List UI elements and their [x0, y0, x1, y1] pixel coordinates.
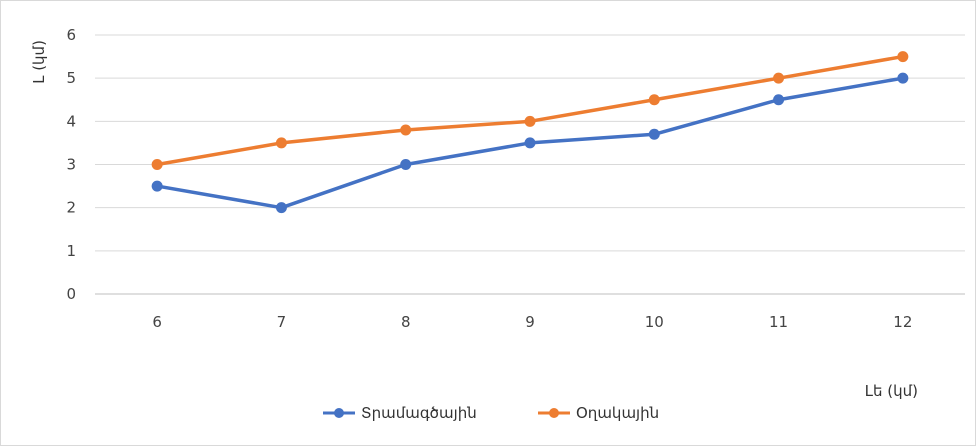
- data-point: [648, 94, 660, 106]
- data-point: [773, 72, 785, 84]
- data-point: [897, 51, 909, 63]
- x-tick-label: 6: [152, 313, 162, 331]
- y-tick-label: 0: [66, 285, 76, 303]
- x-tick-label: 9: [525, 313, 535, 331]
- legend-item-series-1: Տրամագծային: [323, 404, 477, 422]
- legend-swatch-marker-1: [334, 408, 344, 418]
- x-tick-label: 8: [401, 313, 411, 331]
- y-tick-label: 1: [66, 242, 76, 260]
- legend-swatch-marker-2: [549, 408, 559, 418]
- data-point: [773, 94, 785, 106]
- data-point: [897, 72, 909, 84]
- legend-label-series-1: Տրամագծային: [361, 404, 477, 422]
- data-point: [524, 137, 536, 149]
- data-point: [275, 137, 287, 149]
- y-tick-labels: 0 1 2 3 4 5 6: [66, 26, 76, 303]
- legend: Տրամագծային Օղակային: [323, 404, 659, 422]
- data-point: [400, 159, 412, 170]
- x-tick-label: 10: [645, 313, 664, 331]
- series-lines: [151, 51, 909, 214]
- y-tick-label: 4: [66, 112, 76, 130]
- y-tick-label: 6: [66, 26, 76, 44]
- data-point: [151, 180, 163, 192]
- data-point: [151, 159, 163, 170]
- data-point: [648, 128, 660, 140]
- y-tick-label: 3: [66, 156, 76, 174]
- data-point: [275, 202, 287, 214]
- legend-label-series-2: Օղակային: [576, 404, 659, 422]
- x-tick-label: 7: [277, 313, 287, 331]
- x-tick-label: 11: [769, 313, 788, 331]
- x-tick-labels: 6 7 8 9 10 11 12: [152, 313, 912, 331]
- x-axis-title: Lե (կմ): [865, 382, 918, 400]
- data-point: [400, 124, 412, 136]
- y-tick-label: 2: [66, 199, 76, 217]
- x-tick-label: 12: [893, 313, 912, 331]
- legend-item-series-2: Օղակային: [538, 404, 659, 422]
- data-point: [524, 115, 536, 127]
- y-tick-label: 5: [66, 69, 76, 87]
- y-axis-title: L (կմ): [30, 40, 48, 84]
